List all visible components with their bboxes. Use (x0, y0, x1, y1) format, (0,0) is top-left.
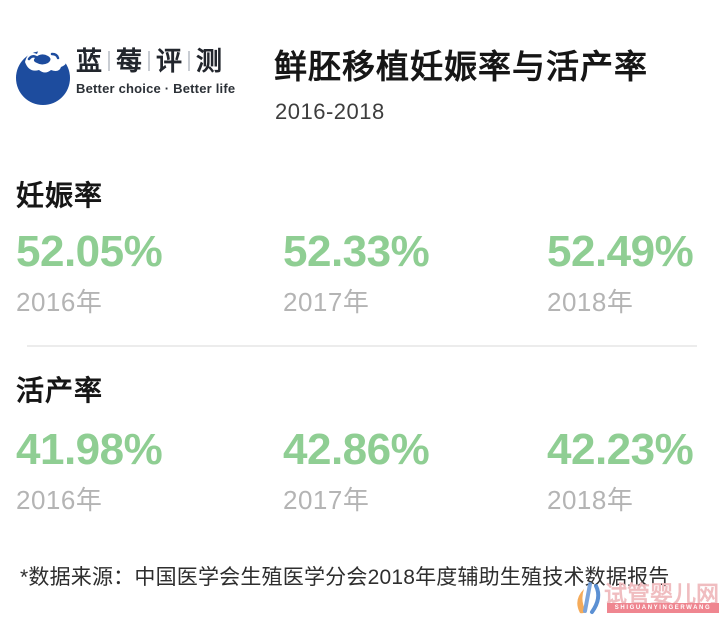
brand-separator (148, 51, 151, 72)
brand-char: 评 (156, 46, 183, 76)
watermark-site-name: 试管婴儿网 (604, 581, 719, 607)
page-subtitle: 2016-2018 (275, 99, 385, 124)
stat-livebirth-2018: 42.23% 2018年 (547, 425, 720, 517)
stat-value: 52.33% (283, 227, 430, 276)
stat-year-label: 2017年 (283, 485, 370, 516)
data-source-note: *数据来源：中国医学会生殖医学分会2018年度辅助生殖技术数据报告 (20, 566, 670, 589)
brand-separator (188, 51, 191, 72)
watermark-banner: SHIGUANYINGERWANG (607, 603, 719, 613)
stat-value: 41.98% (16, 425, 163, 474)
brand-name: 蓝 莓 评 测 (76, 47, 235, 76)
stat-pregnancy-2016: 52.05% 2016年 (16, 227, 256, 319)
site-watermark: 试管婴儿网 SHIGUANYINGERWANG (570, 572, 720, 617)
stat-livebirth-2016: 41.98% 2016年 (16, 425, 256, 517)
stat-pregnancy-2018: 52.49% 2018年 (547, 227, 720, 319)
stat-value: 42.86% (283, 425, 430, 474)
watermark-logo-icon (572, 582, 608, 616)
stat-pregnancy-2017: 52.33% 2017年 (283, 227, 523, 319)
stat-year-label: 2018年 (547, 287, 634, 318)
stat-value: 52.49% (547, 227, 694, 276)
stat-year-label: 2018年 (547, 485, 634, 516)
page-title: 鲜胚移植妊娠率与活产率 (274, 48, 648, 85)
stat-year-label: 2016年 (16, 287, 103, 318)
stat-livebirth-2017: 42.86% 2017年 (283, 425, 523, 517)
brand-wordmark: 蓝 莓 评 测 Better choice · Better life (76, 47, 235, 96)
brand-char: 蓝 (76, 46, 103, 76)
section-divider (27, 345, 697, 347)
brand-tagline: Better choice · Better life (76, 80, 236, 96)
watermark-pinyin: SHIGUANYINGERWANG (614, 605, 712, 611)
blueberry-logo-icon (15, 44, 73, 106)
brand-separator (108, 51, 111, 72)
stat-year-label: 2017年 (283, 287, 370, 318)
stat-value: 52.05% (16, 227, 163, 276)
brand-char: 测 (196, 46, 223, 76)
stat-value: 42.23% (547, 425, 694, 474)
stat-year-label: 2016年 (16, 485, 103, 516)
section-heading-pregnancy-rate: 妊娠率 (16, 180, 104, 211)
brand-char: 莓 (116, 46, 143, 76)
section-heading-live-birth-rate: 活产率 (16, 375, 104, 406)
